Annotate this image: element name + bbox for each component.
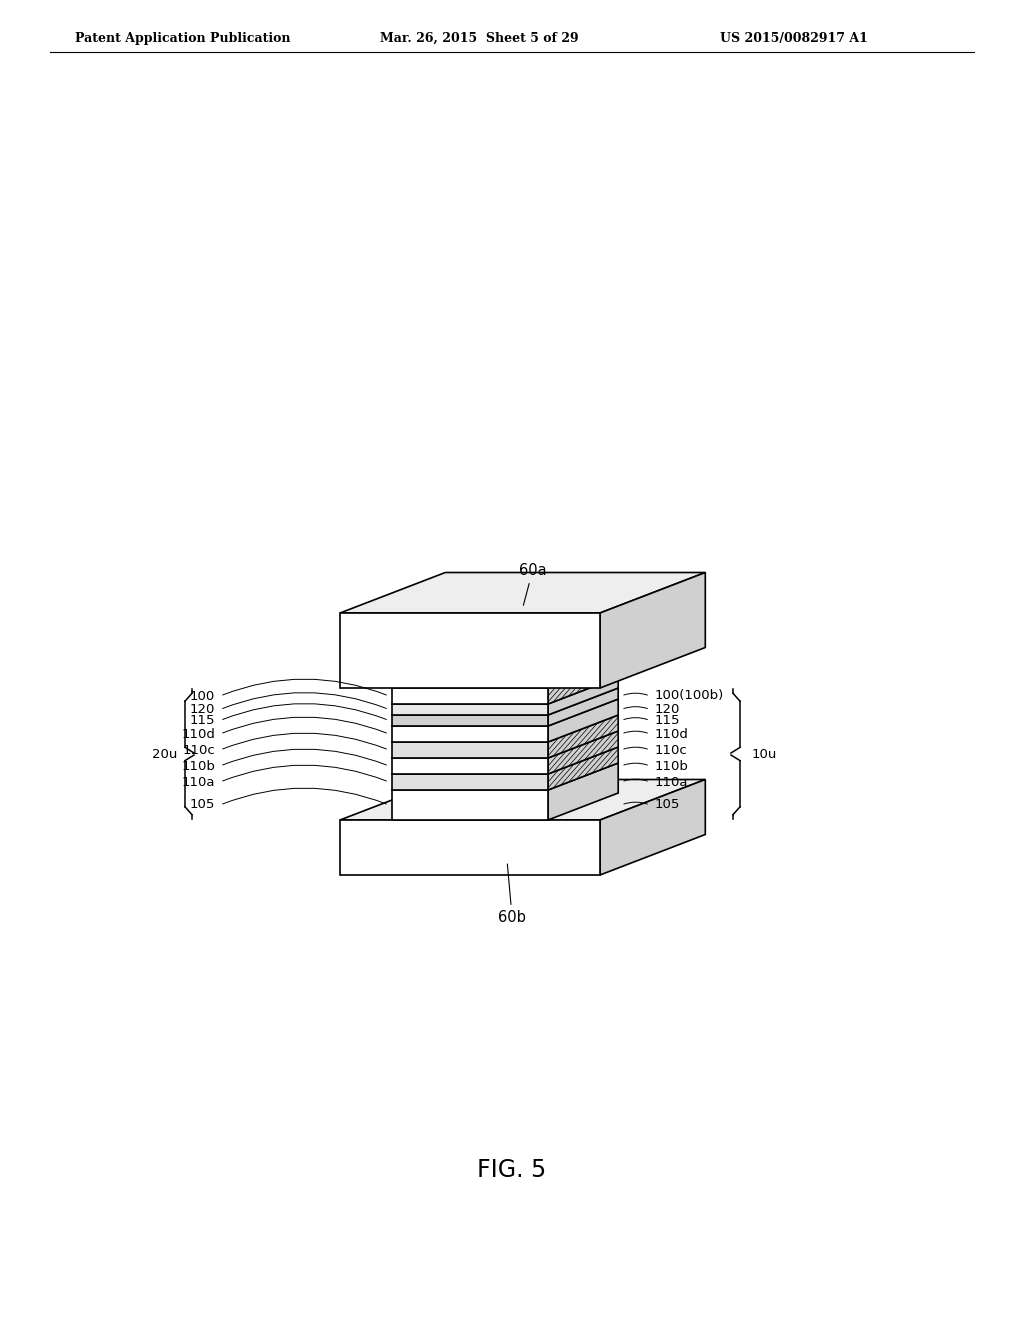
- Text: 110a: 110a: [181, 776, 215, 788]
- Polygon shape: [392, 700, 618, 726]
- Text: 110b: 110b: [181, 759, 215, 772]
- Polygon shape: [340, 780, 706, 820]
- Text: 105: 105: [655, 799, 680, 812]
- Text: 110c: 110c: [655, 743, 688, 756]
- Polygon shape: [340, 820, 600, 875]
- Polygon shape: [548, 747, 618, 789]
- Polygon shape: [392, 677, 618, 704]
- Polygon shape: [392, 704, 548, 715]
- Polygon shape: [548, 661, 618, 704]
- Text: 110c: 110c: [182, 743, 215, 756]
- Polygon shape: [392, 661, 618, 688]
- Polygon shape: [340, 573, 706, 612]
- Text: 110d: 110d: [181, 727, 215, 741]
- Polygon shape: [392, 758, 548, 774]
- Polygon shape: [548, 661, 618, 704]
- Polygon shape: [340, 612, 600, 688]
- Polygon shape: [392, 763, 618, 789]
- Polygon shape: [548, 747, 618, 789]
- Text: 105: 105: [189, 799, 215, 812]
- Text: Patent Application Publication: Patent Application Publication: [75, 32, 291, 45]
- Polygon shape: [548, 731, 618, 774]
- Text: Mar. 26, 2015  Sheet 5 of 29: Mar. 26, 2015 Sheet 5 of 29: [380, 32, 579, 45]
- Polygon shape: [392, 731, 618, 758]
- Polygon shape: [548, 677, 618, 715]
- Polygon shape: [548, 688, 618, 726]
- Polygon shape: [392, 688, 548, 704]
- Polygon shape: [392, 774, 548, 789]
- Polygon shape: [548, 763, 618, 820]
- Polygon shape: [392, 726, 548, 742]
- Text: 110a: 110a: [655, 776, 688, 788]
- Polygon shape: [548, 700, 618, 742]
- Text: 60a: 60a: [519, 564, 547, 606]
- Text: 100(100b): 100(100b): [655, 689, 724, 702]
- Polygon shape: [600, 780, 706, 875]
- Polygon shape: [600, 573, 706, 688]
- Text: 110d: 110d: [655, 727, 689, 741]
- Text: 10u: 10u: [752, 747, 777, 760]
- Text: US 2015/0082917 A1: US 2015/0082917 A1: [720, 32, 868, 45]
- Text: 110b: 110b: [655, 759, 689, 772]
- Polygon shape: [392, 742, 548, 758]
- Polygon shape: [392, 789, 548, 820]
- Text: 100: 100: [189, 689, 215, 702]
- Text: 115: 115: [189, 714, 215, 727]
- Text: 20u: 20u: [152, 747, 177, 760]
- Polygon shape: [392, 715, 618, 742]
- Text: FIG. 5: FIG. 5: [477, 1158, 547, 1181]
- Polygon shape: [392, 688, 618, 715]
- Polygon shape: [548, 715, 618, 758]
- Text: 60b: 60b: [499, 865, 526, 925]
- Text: 120: 120: [189, 704, 215, 715]
- Text: 120: 120: [655, 704, 680, 715]
- Polygon shape: [392, 715, 548, 726]
- Text: 115: 115: [655, 714, 681, 727]
- Polygon shape: [548, 731, 618, 774]
- Polygon shape: [548, 715, 618, 758]
- Polygon shape: [392, 747, 618, 774]
